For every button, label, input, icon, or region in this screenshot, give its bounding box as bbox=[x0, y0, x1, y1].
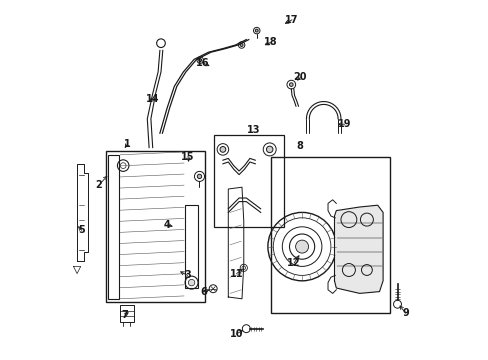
Bar bbox=[120, 305, 134, 322]
Bar bbox=[106, 151, 204, 302]
Text: 3: 3 bbox=[184, 270, 191, 280]
Bar bbox=[271, 157, 389, 313]
Text: 6: 6 bbox=[201, 287, 207, 297]
Text: 5: 5 bbox=[78, 225, 85, 235]
Text: 1: 1 bbox=[124, 139, 131, 149]
Circle shape bbox=[255, 29, 258, 32]
Circle shape bbox=[240, 44, 243, 46]
Text: 10: 10 bbox=[229, 329, 243, 339]
Text: 4: 4 bbox=[163, 220, 170, 230]
Text: 12: 12 bbox=[287, 258, 300, 268]
Circle shape bbox=[188, 279, 194, 286]
Circle shape bbox=[197, 174, 201, 179]
Text: 2: 2 bbox=[95, 180, 102, 190]
Text: 18: 18 bbox=[263, 37, 277, 48]
Text: 11: 11 bbox=[229, 269, 243, 279]
Text: 13: 13 bbox=[246, 125, 260, 135]
Text: 7: 7 bbox=[122, 310, 128, 320]
Circle shape bbox=[220, 147, 225, 152]
Text: 9: 9 bbox=[402, 308, 408, 318]
Text: 17: 17 bbox=[285, 15, 298, 25]
Polygon shape bbox=[334, 205, 382, 293]
Circle shape bbox=[266, 146, 272, 153]
Text: 19: 19 bbox=[337, 119, 350, 129]
Circle shape bbox=[295, 240, 308, 253]
Circle shape bbox=[199, 59, 201, 62]
Bar bbox=[185, 205, 197, 288]
Bar bbox=[213, 135, 284, 227]
Text: 14: 14 bbox=[145, 94, 159, 104]
Bar bbox=[107, 155, 119, 299]
Text: 16: 16 bbox=[196, 58, 209, 68]
Circle shape bbox=[289, 83, 292, 86]
Text: 8: 8 bbox=[296, 141, 303, 151]
Text: 15: 15 bbox=[181, 152, 194, 162]
Text: 20: 20 bbox=[293, 72, 306, 82]
